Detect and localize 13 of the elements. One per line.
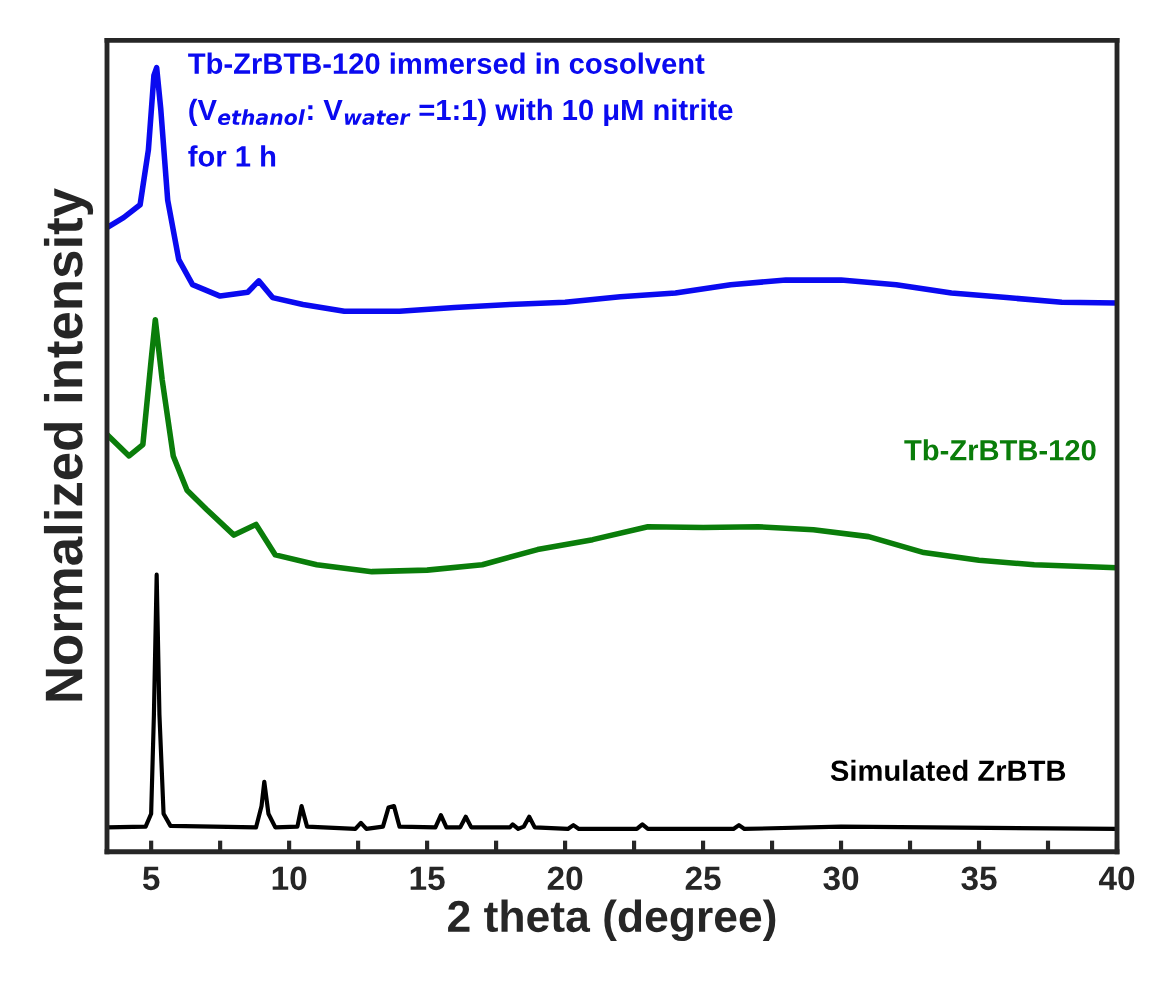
x-axis-title: 2 theta (degree) xyxy=(448,899,776,942)
x-tick-label: 15 xyxy=(410,866,445,891)
x-tick-label: 30 xyxy=(823,866,859,891)
x-tick-label: 20 xyxy=(547,866,583,891)
x-tick-label: 25 xyxy=(685,866,721,891)
series-label: Simulated ZrBTB xyxy=(830,759,1066,782)
text: Tb-ZrBTB-120 xyxy=(904,439,1096,461)
x-tick-label: 5 xyxy=(142,866,160,891)
x-tick-label: 10 xyxy=(272,866,307,891)
x-tick-label: 40 xyxy=(1098,866,1135,891)
x-tick-label: 35 xyxy=(961,866,997,891)
text: Tb-ZrBTB-120 immersed in cosolvent (V$_{ethanol}$: V$_{water}$ =1:1) with 10 μM nitrite for 1 h xyxy=(188,52,733,167)
y-axis-title: Normalized intensity xyxy=(43,188,94,701)
